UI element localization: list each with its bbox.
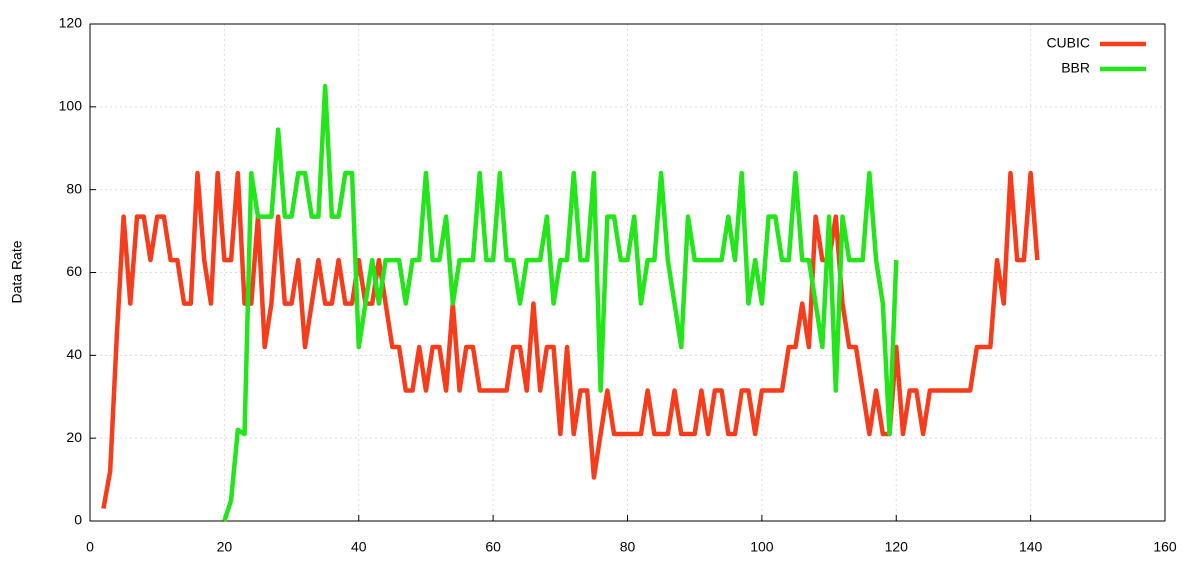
data-line (222, 83, 899, 522)
x-tick-label: 140 (1019, 539, 1043, 555)
x-tick-label: 60 (485, 539, 501, 555)
y-tick-label: 0 (74, 512, 82, 528)
y-tick-label: 60 (66, 263, 82, 279)
legend-label: CUBIC (1046, 35, 1090, 51)
x-tick-label: 0 (86, 539, 94, 555)
x-tick-label: 100 (750, 539, 774, 555)
y-tick-label: 80 (66, 180, 82, 196)
y-tick-label: 40 (66, 346, 82, 362)
x-tick-label: 160 (1153, 539, 1177, 555)
legend-label: BBR (1061, 60, 1090, 76)
x-tick-label: 120 (885, 539, 909, 555)
y-tick-label: 120 (59, 15, 83, 31)
data-line (101, 170, 1040, 509)
x-tick-label: 40 (351, 539, 367, 555)
y-axis-label: Data Rate (9, 240, 25, 303)
x-tick-label: 80 (620, 539, 636, 555)
x-tick-label: 20 (217, 539, 233, 555)
y-tick-label: 100 (59, 98, 83, 114)
plot-frame (89, 23, 1166, 522)
y-tick-label: 20 (66, 429, 82, 445)
